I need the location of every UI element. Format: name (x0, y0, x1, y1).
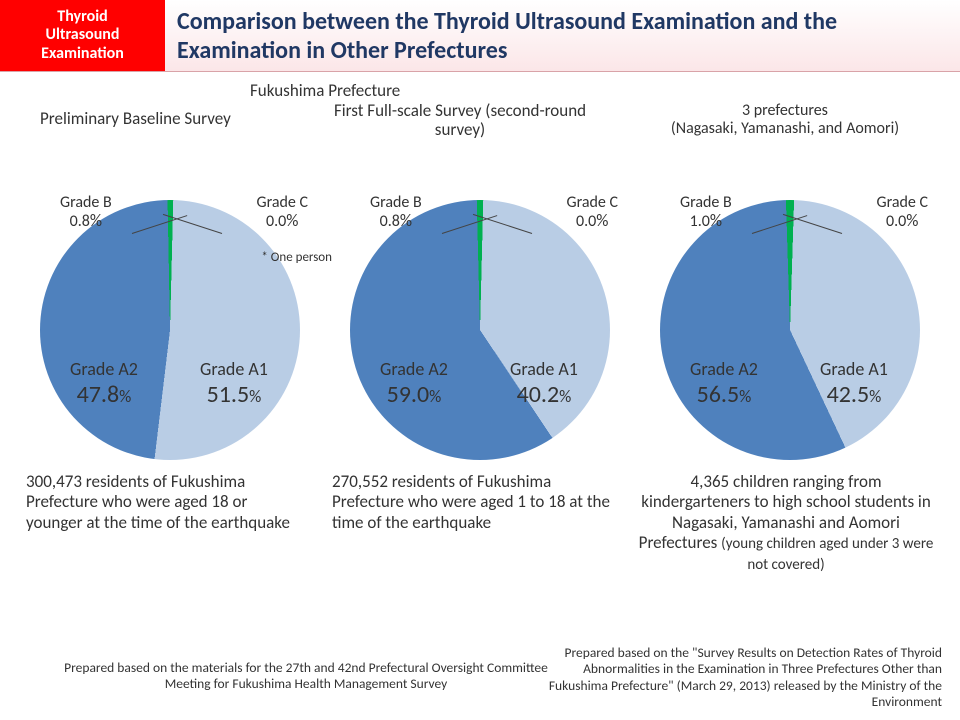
badge-line: Ultrasound (6, 26, 159, 44)
pie-wrap: Grade B 1.0% Grade C 0.0% Grade A2 56.5%… (660, 200, 920, 460)
grade-b-name: Grade B (370, 193, 422, 212)
page-title: Comparison between the Thyroid Ultrasoun… (165, 0, 960, 71)
grade-a1-label: Grade A1 51.5% (200, 358, 268, 409)
a1-name: Grade A1 (510, 358, 578, 380)
chart3-desc: 4,365 children ranging from kindergarten… (636, 472, 936, 574)
chart3-subtitle-line1: 3 prefectures (742, 101, 828, 120)
grade-b-label: Grade B 0.8% (60, 194, 112, 230)
grade-c-pct: 0.0 (266, 212, 286, 231)
grade-c-label: Grade C 0.0% (566, 194, 618, 230)
pct-sign: % (906, 210, 918, 231)
chart3-desc-small: (young children aged under 3 were not co… (721, 535, 933, 573)
a1-pct: 42.5 (827, 380, 870, 409)
chart2-desc: 270,552 residents of Fukushima Prefectur… (332, 472, 612, 533)
chart2-subtitle: First Full-scale Survey (second-round su… (330, 102, 590, 139)
pct-sign: % (710, 210, 722, 231)
grade-c-label: Grade C 0.0% (876, 194, 928, 230)
a2-pct: 47.8 (77, 380, 120, 409)
grade-a2-label: Grade A2 47.8% (70, 358, 138, 409)
chart1-desc: 300,473 residents of Fukushima Prefectur… (26, 472, 306, 533)
pie-wrap: Grade B 0.8% Grade C 0.0% * One person G… (40, 200, 300, 460)
chart3-subtitle: 3 prefectures (Nagasaki, Yamanashi, and … (640, 102, 930, 137)
a1-name: Grade A1 (820, 358, 888, 380)
grade-a2-label: Grade A2 56.5% (690, 358, 758, 409)
charts-row: Grade B 0.8% Grade C 0.0% * One person G… (0, 160, 960, 500)
badge-line: Examination (6, 45, 159, 63)
pie-chart-2: Grade B 0.8% Grade C 0.0% Grade A2 59.0%… (330, 160, 630, 460)
grade-b-pct: 0.8 (70, 212, 90, 231)
a2-name: Grade A2 (70, 358, 138, 380)
pie-chart-3: Grade B 1.0% Grade C 0.0% Grade A2 56.5%… (640, 160, 940, 460)
grade-a1-label: Grade A1 40.2% (510, 358, 578, 409)
pct-sign: % (429, 386, 441, 407)
a2-name: Grade A2 (380, 358, 448, 380)
badge-line: Thyroid (6, 8, 159, 26)
pct-sign: % (869, 386, 881, 407)
grade-c-pct: 0.0 (576, 212, 596, 231)
grade-b-pct: 1.0 (690, 212, 710, 231)
pie-chart-1: Grade B 0.8% Grade C 0.0% * One person G… (20, 160, 320, 460)
a1-name: Grade A1 (200, 358, 268, 380)
pct-sign: % (400, 210, 412, 231)
grade-b-label: Grade B 1.0% (680, 194, 732, 230)
pct-sign: % (119, 386, 131, 407)
chart3-subtitle-line2: (Nagasaki, Yamanashi, and Aomori) (671, 119, 899, 138)
a2-pct: 59.0 (387, 380, 430, 409)
grade-b-pct: 0.8 (380, 212, 400, 231)
grade-b-name: Grade B (680, 193, 732, 212)
grade-b-label: Grade B 0.8% (370, 194, 422, 230)
pct-sign: % (739, 386, 751, 407)
grade-a2-label: Grade A2 59.0% (380, 358, 448, 409)
grade-c-label: Grade C 0.0% (256, 194, 308, 230)
region-label: Fukushima Prefecture (250, 80, 400, 101)
pct-sign: % (596, 210, 608, 231)
pie-graphic (660, 200, 920, 460)
pct-sign: % (90, 210, 102, 231)
a1-pct: 51.5 (207, 380, 250, 409)
source-left: Prepared based on the materials for the … (56, 660, 556, 692)
a2-name: Grade A2 (690, 358, 758, 380)
pct-sign: % (559, 386, 571, 407)
pct-sign: % (286, 210, 298, 231)
category-badge: Thyroid Ultrasound Examination (0, 0, 165, 71)
source-right: Prepared based on the "Survey Results on… (542, 645, 942, 710)
pie-wrap: Grade B 0.8% Grade C 0.0% Grade A2 59.0%… (350, 200, 610, 460)
grade-c-name: Grade C (876, 193, 928, 212)
pct-sign: % (249, 386, 261, 407)
grade-b-name: Grade B (60, 193, 112, 212)
chart1-subtitle: Preliminary Baseline Survey (40, 108, 231, 129)
header: Thyroid Ultrasound Examination Compariso… (0, 0, 960, 72)
grade-c-name: Grade C (256, 193, 308, 212)
pie-graphic (40, 200, 300, 460)
grade-a1-label: Grade A1 42.5% (820, 358, 888, 409)
one-person-note: * One person (261, 250, 332, 265)
grade-c-name: Grade C (566, 193, 618, 212)
pie-graphic (350, 200, 610, 460)
a1-pct: 40.2 (517, 380, 560, 409)
grade-c-pct: 0.0 (886, 212, 906, 231)
a2-pct: 56.5 (697, 380, 740, 409)
